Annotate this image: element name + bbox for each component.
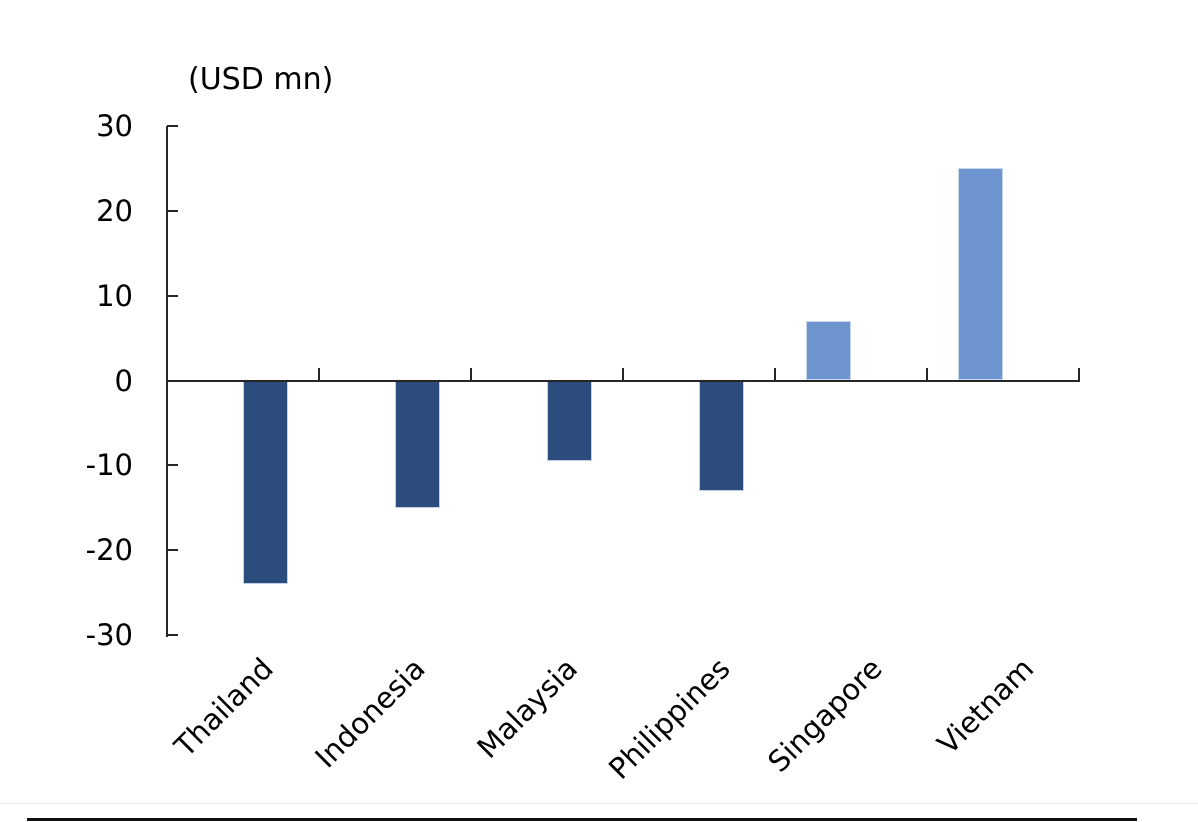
x-axis-tick-mark — [1078, 367, 1080, 381]
y-axis-tick-mark — [166, 464, 178, 467]
x-axis-tick-mark — [621, 367, 624, 381]
x-axis-tick-mark — [317, 367, 320, 381]
footer-rule-faint — [0, 803, 1198, 804]
y-axis-tick-label: -20 — [85, 533, 133, 568]
x-axis-tick-mark — [925, 367, 928, 381]
y-axis-tick-label: 30 — [96, 109, 133, 143]
x-axis-tick-mark — [469, 367, 472, 381]
y-axis-tick-mark — [166, 125, 178, 127]
bar-malaysia — [546, 380, 592, 462]
x-axis-category-label: Singapore — [760, 651, 889, 779]
y-axis-tick-label: -10 — [85, 448, 133, 483]
bar-indonesia — [394, 380, 440, 508]
bar-vietnam — [957, 168, 1003, 381]
x-axis-category-label: Indonesia — [308, 651, 432, 775]
y-axis-tick-mark — [166, 634, 178, 636]
bar-philippines — [698, 380, 744, 491]
y-axis-line — [165, 126, 168, 637]
y-axis-tick-label: -30 — [85, 618, 133, 652]
x-axis-tick-mark — [773, 367, 776, 381]
bar-thailand — [242, 380, 288, 585]
bar-singapore — [805, 321, 851, 381]
y-axis-tick-label: 20 — [96, 193, 133, 228]
y-axis-tick-mark — [166, 294, 178, 297]
x-axis-category-label: Philippines — [601, 651, 737, 786]
y-axis-tick-mark — [166, 209, 178, 212]
footer-rule — [27, 818, 1137, 821]
x-axis-category-label: Vietnam — [930, 651, 1041, 761]
chart-title: (USD mn) — [188, 62, 334, 97]
y-axis-tick-label: 0 — [114, 363, 133, 398]
x-axis-zero-line — [165, 379, 1080, 382]
y-axis-tick-mark — [166, 549, 178, 552]
x-axis-category-label: Malaysia — [470, 651, 585, 765]
y-axis-tick-label: 10 — [96, 278, 133, 313]
x-axis-category-label: Thailand — [167, 651, 280, 764]
